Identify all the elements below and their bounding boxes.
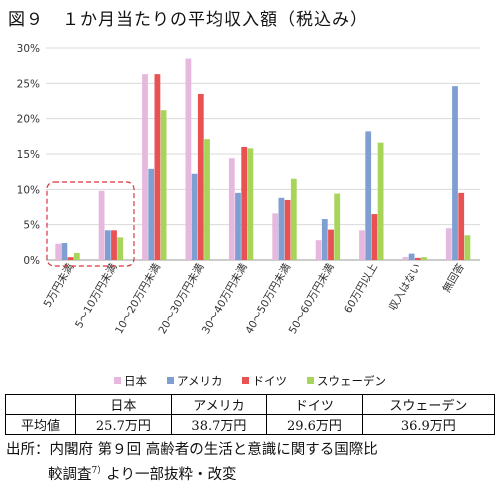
- legend-swatch: [242, 377, 250, 384]
- legend-swatch: [114, 377, 122, 384]
- y-tick-label: 20%: [17, 114, 40, 126]
- table-header-cell: [4, 394, 77, 415]
- bar-2-6: [278, 197, 285, 260]
- x-tick-label: 10～20万円未満: [113, 261, 163, 336]
- table-cell: 38.7万円: [170, 414, 268, 435]
- bar-3-2: [111, 230, 117, 260]
- bar-3-6: [284, 199, 291, 260]
- table-header-cell: ドイツ: [266, 394, 363, 415]
- source-line-1: 出所：内閣府 第９回 高齢者の生活と意識に関する国際比: [6, 442, 378, 458]
- y-tick-label: 30%: [17, 43, 40, 55]
- table-cell: 25.7万円: [75, 414, 172, 435]
- bar-4-6: [290, 178, 297, 260]
- x-tick-label: 40～50万円未満: [243, 261, 293, 336]
- bar-4-10: [464, 235, 471, 260]
- bar-3-7: [328, 229, 334, 260]
- bar-1-6: [272, 213, 279, 260]
- table-cell: 36.9万円: [361, 414, 496, 435]
- bar-3-4: [197, 93, 204, 260]
- bar-2-7: [321, 219, 328, 260]
- bar-layer: [55, 58, 471, 260]
- bar-2-2: [104, 230, 111, 260]
- figure-title: 図９ １か月当たりの平均収入額（税込み）: [8, 10, 368, 30]
- table-header-cell: 日本: [75, 394, 172, 415]
- bar-4-4: [204, 139, 210, 260]
- x-tick-label: 20～30万円未満: [156, 261, 206, 336]
- bar-1-7: [315, 240, 322, 260]
- bar-1-8: [359, 230, 365, 260]
- bar-chart: 0% 5% 10% 15% 20% 25% 30% 5万円未満5～10万円未満10～20万円未…: [17, 43, 480, 336]
- table-row-label: 平均値: [4, 414, 77, 435]
- source-line-2-tail: より一部抜粋・改変: [106, 466, 237, 483]
- grid-layer: [46, 47, 480, 261]
- legend-label: ドイツ: [252, 374, 287, 388]
- table-row: 平均値 25.7万円 38.7万円 29.6万円 36.9万円: [4, 414, 496, 435]
- average-income-table: 日本 アメリカ ドイツ スウェーデン 平均値 25.7万円 38.7万円 29.…: [4, 394, 496, 435]
- legend-item: 日本: [114, 373, 147, 389]
- y-tick-label: 25%: [17, 78, 40, 90]
- bar-2-10: [452, 86, 458, 260]
- bar-3-8: [371, 214, 378, 260]
- bar-1-1: [55, 243, 62, 260]
- bar-4-9: [421, 257, 427, 260]
- table-cell: 29.6万円: [266, 414, 363, 435]
- bar-4-2: [117, 237, 124, 260]
- bar-1-9: [402, 257, 409, 260]
- bar-1-2: [98, 190, 105, 260]
- bar-2-9: [408, 253, 415, 260]
- legend-swatch: [167, 377, 175, 384]
- x-tick-label: 収入はない: [387, 262, 424, 313]
- table-header-cell: スウェーデン: [361, 394, 496, 415]
- legend-label: 日本: [124, 374, 148, 388]
- bar-4-7: [334, 193, 341, 260]
- bar-1-4: [185, 58, 192, 260]
- source-footnote-ref: 7）: [91, 466, 107, 476]
- table-header-row: 日本 アメリカ ドイツ スウェーデン: [4, 394, 496, 415]
- x-tick-label: 60万円以上: [342, 262, 380, 316]
- legend-item: ドイツ: [242, 373, 287, 389]
- bar-3-1: [67, 257, 74, 260]
- bar-2-4: [191, 173, 198, 260]
- y-tick-label: 10%: [17, 184, 40, 196]
- source-note: 出所：内閣府 第９回 高齢者の生活と意識に関する国際比 較調査7）より一部抜粋・…: [6, 440, 496, 486]
- bar-1-10: [445, 228, 452, 260]
- bar-4-3: [160, 110, 167, 260]
- legend-swatch: [306, 377, 314, 384]
- bar-4-8: [377, 142, 384, 260]
- x-tick-label: 5～10万円未満: [73, 261, 120, 330]
- bar-2-3: [148, 168, 155, 260]
- bar-4-5: [247, 148, 254, 260]
- bar-2-1: [61, 243, 68, 260]
- bar-2-5: [235, 192, 241, 260]
- legend-label: アメリカ: [177, 374, 223, 388]
- legend-label: スウェーデン: [316, 374, 386, 388]
- y-tick-label: 15%: [17, 149, 40, 161]
- source-line-2-main: 較調査: [48, 466, 92, 483]
- bar-3-3: [154, 74, 161, 260]
- bar-3-9: [414, 257, 421, 260]
- table-header-cell: アメリカ: [170, 394, 268, 415]
- y-tick-label: 0%: [23, 255, 40, 267]
- bar-3-5: [241, 146, 248, 260]
- legend-item: スウェーデン: [306, 373, 386, 389]
- bar-2-8: [365, 131, 372, 260]
- bar-3-10: [458, 192, 465, 260]
- highlight-dashed-box: [46, 181, 135, 267]
- bar-4-1: [73, 252, 80, 260]
- bar-1-3: [142, 74, 148, 260]
- bar-1-5: [228, 158, 235, 260]
- legend-item: アメリカ: [167, 373, 222, 389]
- x-tick-label: 30～40万円未満: [200, 261, 250, 336]
- y-tick-label: 5%: [23, 220, 40, 232]
- x-tick-label: 無回答: [440, 261, 467, 295]
- x-tick-label: 5万円未満: [42, 261, 77, 310]
- x-tick-label: 50～60万円未満: [287, 261, 337, 336]
- legend: 日本 アメリカ ドイツ スウェーデン: [0, 373, 500, 389]
- source-line-2: 較調査7）より一部抜粋・改変: [6, 461, 496, 486]
